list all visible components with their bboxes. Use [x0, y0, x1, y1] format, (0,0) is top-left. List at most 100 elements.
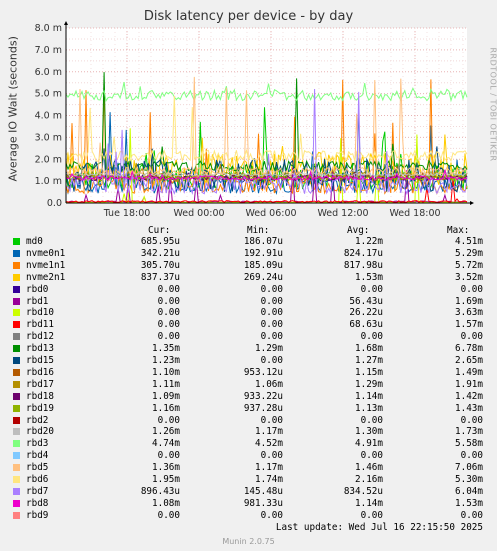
series-name: rbd1: [26, 295, 49, 307]
value-cur: 0.00: [157, 331, 180, 343]
legend-swatch: [13, 249, 20, 257]
legend-swatch: [13, 345, 20, 353]
value-avg: 1.22m: [355, 236, 383, 247]
y-tick-label: 3.0 m: [35, 132, 62, 143]
x-tick-label: Wed 00:00: [173, 208, 224, 219]
value-min: 1.74m: [255, 474, 283, 485]
value-cur: 1.23m: [152, 355, 180, 366]
value-avg: 817.98u: [343, 259, 383, 271]
x-tick-label: Wed 06:00: [245, 208, 296, 219]
series-line-rbd5: [65, 76, 468, 177]
series-name: md0: [26, 236, 43, 247]
legend-row-rbd7: rbd7 896.43u 145.48u 834.52u 6.04m: [0, 486, 497, 497]
value-avg: 834.52u: [343, 485, 383, 497]
value-cur: 1.36m: [152, 462, 180, 474]
series-name: nvme1n1: [26, 259, 66, 271]
value-min: 1.29m: [255, 343, 283, 355]
value-avg: 0.00: [360, 283, 383, 295]
value-cur: 0.00: [157, 450, 180, 462]
legend-row-rbd11: rbd11 0.00 0.00 68.63u 1.57m: [0, 319, 497, 330]
legend-swatch: [13, 440, 20, 448]
y-tick-label: 1.0 m: [35, 176, 62, 187]
header-avg: Avg:: [347, 225, 370, 236]
legend-row-nvme2n1: nvme2n1 837.37u 269.24u 1.53m 3.52m: [0, 272, 497, 283]
value-max: 5.72m: [455, 259, 483, 271]
value-avg: 56.43u: [349, 295, 383, 307]
value-max: 5.58m: [455, 438, 483, 450]
y-tick-label: 4.0 m: [35, 111, 62, 122]
value-cur: 1.08m: [152, 497, 180, 509]
legend-row-rbd17: rbd17 1.11m 1.06m 1.29m 1.91m: [0, 379, 497, 390]
legend-row-rbd2: rbd2 0.00 0.00 0.00 0.00: [0, 415, 497, 426]
value-min: 937.28u: [243, 402, 283, 414]
y-tick-label: 6.0 m: [35, 67, 62, 78]
legend-swatch: [13, 464, 20, 472]
legend-swatch: [13, 357, 20, 364]
value-avg: 0.00: [360, 509, 383, 521]
series-name: rbd5: [26, 462, 49, 474]
value-cur: 1.35m: [152, 343, 180, 355]
series-name: rbd0: [26, 283, 49, 295]
series-name: rbd10: [26, 307, 54, 319]
legend-swatch: [13, 476, 20, 483]
value-avg: 0.00: [360, 450, 383, 462]
legend-row-rbd5: rbd5 1.36m 1.17m 1.46m 7.06m: [0, 462, 497, 473]
value-max: 1.49m: [455, 366, 483, 378]
legend-row-rbd6: rbd6 1.95m 1.74m 2.16m 5.30m: [0, 474, 497, 485]
legend-swatch: [13, 273, 20, 281]
value-cur: 0.00: [157, 414, 180, 426]
legend-row-nvme1n1: nvme1n1 305.70u 185.09u 817.98u 5.72m: [0, 260, 497, 271]
value-avg: 1.53m: [355, 271, 383, 283]
legend-swatch: [13, 297, 20, 305]
legend-row-rbd16: rbd16 1.10m 953.12u 1.15m 1.49m: [0, 367, 497, 378]
value-max: 3.52m: [455, 271, 483, 283]
value-cur: 896.43u: [140, 485, 180, 497]
value-cur: 1.16m: [152, 402, 180, 414]
value-cur: 0.00: [157, 319, 180, 331]
series-line-rbd11: [65, 179, 468, 203]
x-tick-label: Wed 12:00: [317, 208, 368, 219]
legend-row-rbd3: rbd3 4.74m 4.52m 4.91m 5.58m: [0, 438, 497, 449]
legend-swatch: [13, 392, 20, 400]
x-tick-label: Tue 18:00: [103, 208, 151, 219]
value-min: 0.00: [260, 414, 283, 426]
value-min: 0.00: [260, 319, 283, 331]
value-cur: 4.74m: [152, 438, 180, 450]
value-avg: 1.30m: [355, 426, 383, 438]
value-avg: 1.27m: [355, 355, 383, 366]
value-cur: 305.70u: [140, 259, 180, 271]
series-name: rbd11: [26, 319, 54, 331]
legend-swatch: [13, 238, 20, 245]
chart-title: Disk latency per device - by day: [143, 9, 354, 24]
legend-row-rbd15: rbd15 1.23m 0.00 1.27m 2.65m: [0, 355, 497, 366]
value-min: 0.00: [260, 307, 283, 319]
legend-row-rbd10: rbd10 0.00 0.00 26.22u 3.63m: [0, 307, 497, 318]
value-max: 0.00: [460, 450, 483, 462]
series-name: nvme0n1: [26, 247, 66, 259]
value-max: 7.06m: [455, 462, 483, 474]
header-max: Max:: [447, 225, 470, 236]
value-avg: 0.00: [360, 414, 383, 426]
value-max: 4.51m: [455, 236, 483, 247]
series-name: rbd13: [26, 343, 54, 355]
series-name: rbd12: [26, 331, 54, 343]
value-max: 0.00: [460, 331, 483, 343]
value-min: 1.06m: [255, 378, 283, 390]
value-max: 1.53m: [455, 497, 483, 509]
value-min: 269.24u: [243, 271, 283, 283]
y-tick-label: 0.0: [47, 198, 62, 209]
munin-version: Munin 2.0.75: [222, 537, 275, 546]
legend-swatch: [13, 487, 20, 495]
series-line-rbd8: [65, 169, 468, 182]
series-name: rbd3: [26, 438, 49, 450]
legend-swatch: [13, 452, 20, 460]
value-cur: 1.95m: [152, 474, 180, 485]
series-name: rbd20: [26, 426, 54, 438]
value-avg: 824.17u: [343, 247, 383, 259]
value-min: 4.52m: [255, 438, 283, 450]
last-update: Last update: Wed Jul 16 22:15:50 2025: [275, 522, 483, 533]
value-avg: 1.68m: [355, 343, 383, 355]
value-cur: 0.00: [157, 283, 180, 295]
legend-swatch: [13, 416, 20, 424]
value-max: 5.29m: [455, 247, 483, 259]
